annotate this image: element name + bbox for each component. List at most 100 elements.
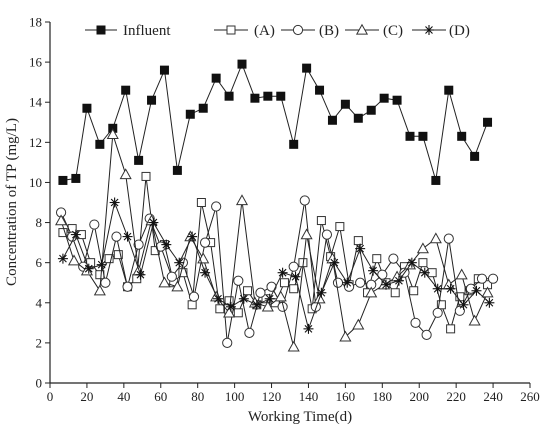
data-point: [57, 253, 68, 264]
y-tick-label: 4: [36, 295, 43, 310]
data-point: [244, 327, 255, 338]
data-point: [279, 278, 289, 288]
data-point: [368, 265, 379, 276]
data-point: [277, 267, 288, 278]
series-4: [57, 197, 495, 334]
data-point: [332, 277, 344, 288]
data-point: [310, 301, 321, 312]
data-point: [429, 232, 442, 244]
data-point: [211, 201, 222, 212]
data-point: [119, 168, 132, 180]
y-tick-label: 10: [29, 175, 42, 190]
data-point: [355, 243, 366, 254]
data-point: [93, 284, 106, 296]
legend-label: (A): [254, 23, 275, 39]
data-point: [436, 300, 446, 310]
legend-label: (D): [449, 23, 470, 39]
x-tick-label: 160: [336, 389, 356, 404]
data-point: [224, 91, 234, 101]
y-tick-label: 6: [36, 255, 43, 270]
data-point: [70, 229, 81, 240]
data-point: [111, 231, 122, 242]
data-point: [235, 194, 249, 206]
data-point: [161, 239, 172, 250]
series-layer: [55, 59, 499, 352]
x-tick-label: 100: [225, 389, 245, 404]
x-tick-label: 80: [191, 389, 204, 404]
data-point: [377, 269, 388, 280]
data-point: [410, 317, 421, 328]
data-point: [353, 113, 363, 123]
data-point: [250, 93, 260, 103]
data-point: [264, 293, 275, 304]
data-point: [315, 85, 325, 95]
data-point: [381, 279, 391, 290]
data-point: [329, 257, 340, 268]
legend: Influent (A) (B) (C) (D): [85, 23, 470, 39]
data-point: [159, 65, 169, 75]
x-tick-label: 260: [520, 389, 540, 404]
data-point: [340, 99, 350, 109]
data-point: [96, 259, 107, 270]
data-point: [141, 171, 151, 181]
data-point: [300, 228, 313, 240]
data-point: [365, 286, 378, 298]
data-point: [83, 263, 94, 274]
series-line: [60, 200, 494, 343]
data-point: [335, 222, 345, 232]
data-point: [443, 233, 454, 244]
data-point: [276, 91, 286, 101]
x-tick-label: 40: [117, 389, 130, 404]
data-point: [290, 271, 301, 282]
data-point: [223, 306, 236, 318]
data-point: [243, 286, 253, 296]
data-point: [251, 299, 262, 310]
data-point: [390, 288, 400, 298]
data-point: [274, 290, 287, 302]
legend-marker: [424, 25, 434, 35]
data-point: [185, 109, 195, 119]
data-point: [100, 277, 111, 288]
legend-marker: [292, 24, 304, 36]
data-point: [187, 231, 198, 242]
data-point: [352, 318, 365, 330]
x-tick-label: 120: [262, 389, 282, 404]
y-tick-label: 18: [29, 15, 42, 30]
data-point: [288, 261, 299, 272]
legend-entry: (C): [345, 23, 403, 39]
y-tick-label: 8: [36, 215, 43, 230]
data-point: [122, 231, 133, 242]
data-point: [113, 250, 123, 260]
data-point: [104, 254, 114, 264]
data-point: [166, 271, 177, 282]
data-point: [147, 95, 157, 105]
data-point: [188, 291, 200, 302]
data-point: [55, 214, 68, 226]
data-point: [444, 85, 454, 95]
data-point: [416, 242, 429, 254]
data-point: [470, 151, 480, 161]
data-point: [215, 304, 225, 314]
data-point: [458, 299, 469, 310]
data-point: [134, 155, 144, 165]
data-point: [299, 195, 310, 206]
x-tick-label: 140: [299, 389, 319, 404]
data-point: [58, 228, 68, 238]
series-0: [58, 59, 493, 185]
x-axis-title: Working Time(d): [248, 409, 352, 425]
data-point: [122, 281, 133, 292]
data-point: [353, 236, 363, 246]
data-point: [392, 95, 402, 105]
data-point: [82, 103, 92, 113]
data-point: [432, 283, 443, 294]
data-point: [174, 257, 185, 268]
series-line: [62, 62, 488, 181]
legend-label: (C): [383, 23, 403, 39]
data-point: [172, 165, 182, 175]
series-line: [62, 200, 490, 331]
data-point: [483, 117, 493, 127]
data-point: [421, 329, 432, 340]
y-axis-title: Concentration of TP (mg/L): [4, 118, 20, 286]
data-point: [419, 267, 430, 278]
